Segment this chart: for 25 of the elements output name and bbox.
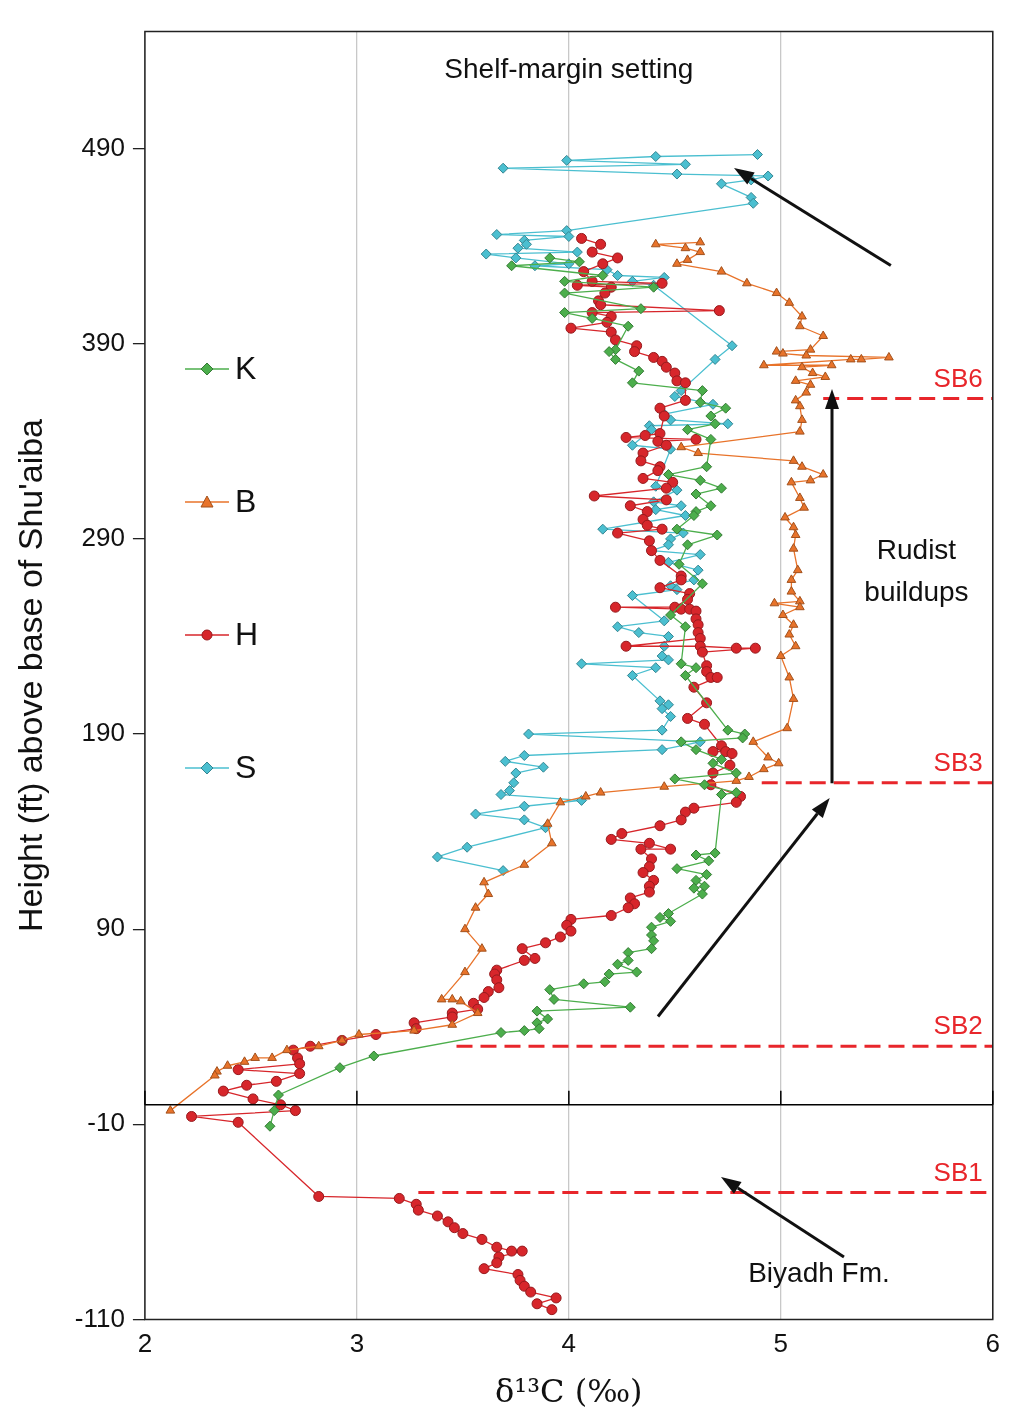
legend-label: K: [234, 350, 257, 388]
annotation: Shelf-margin setting: [444, 52, 694, 84]
y-tick-label: 90: [95, 912, 125, 943]
series-label: SB1: [933, 1156, 983, 1187]
legend-label: H: [234, 616, 259, 654]
legend-label: S: [234, 749, 257, 787]
x-axis-title: δ¹³C (‰): [495, 1372, 643, 1411]
series-label: SB6: [933, 362, 983, 393]
y-tick-label: 490: [81, 131, 125, 162]
x-tick-label: 5: [773, 1328, 789, 1359]
x-tick-label: 3: [349, 1328, 365, 1359]
series-label: SB3: [933, 746, 983, 777]
y-tick-label: -110: [74, 1302, 125, 1333]
annotation: Rudist buildups: [864, 534, 969, 608]
y-tick-label: 190: [81, 717, 125, 748]
y-axis-title: Height (ft) above base of Shu'aiba: [10, 418, 49, 933]
y-tick-label: 290: [81, 522, 125, 553]
y-tick-label: -10: [87, 1107, 125, 1138]
x-tick-label: 6: [985, 1328, 1000, 1359]
y-tick-label: 390: [81, 326, 125, 357]
annotation: Biyadh Fm.: [748, 1257, 890, 1289]
x-tick-label: 2: [137, 1328, 153, 1359]
series-label: SB2: [933, 1010, 983, 1041]
legend-label: B: [234, 483, 257, 521]
x-tick-label: 4: [561, 1328, 577, 1359]
